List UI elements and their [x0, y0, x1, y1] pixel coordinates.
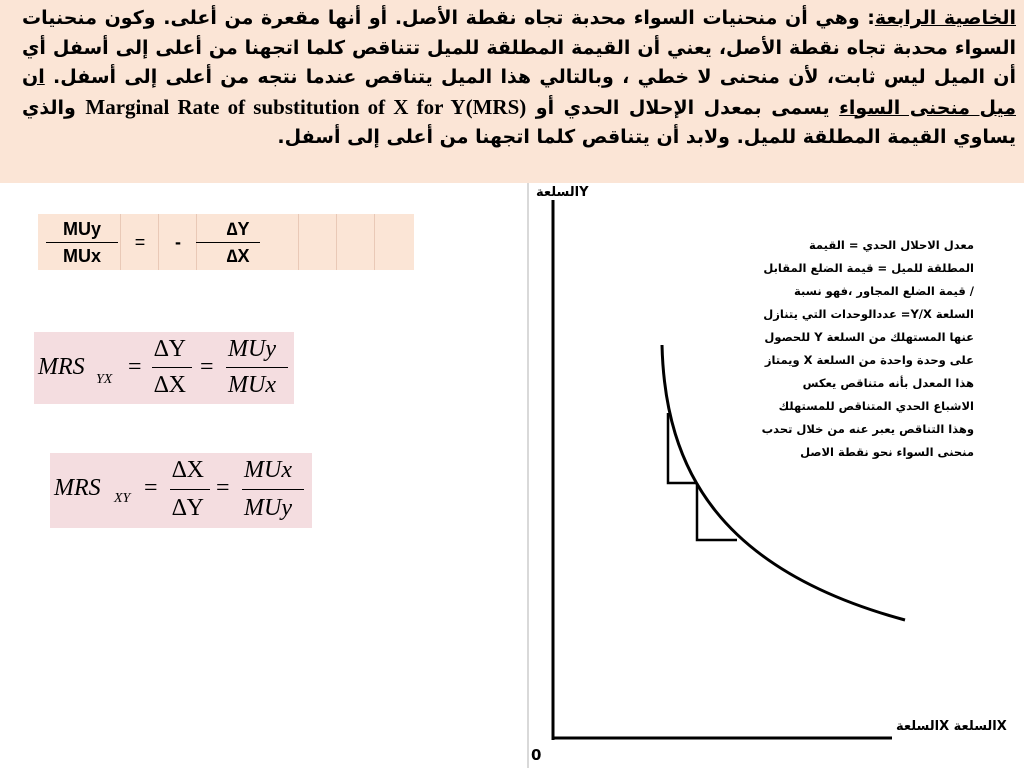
formula-xy-eq2: =	[216, 475, 230, 501]
text-banner	[0, 0, 1024, 183]
paragraph-english-term: Marginal Rate of substitution of X for Y…	[85, 94, 527, 119]
ratio-delta-bar	[196, 242, 260, 243]
formula-xy-frac1-num: ∆X	[172, 457, 205, 483]
diagram-border	[527, 183, 529, 768]
ratio-delta-denominator: ∆X	[226, 246, 250, 266]
formula-mrs-yx: MRS YX = ∆Y ∆X = MUy MUx	[34, 332, 294, 404]
formula-yx-eq2: =	[200, 354, 214, 380]
formula-xy-frac1-den: ∆Y	[172, 495, 205, 521]
formula-xy-frac2-den: MUy	[244, 495, 292, 521]
ratio-mu-denominator: MUx	[62, 246, 101, 266]
indifference-curve	[660, 344, 906, 622]
paragraph-body-1: : وهي أن منحنيات السواء محدبة تجاه نقطة …	[22, 7, 1016, 88]
formula-yx-frac2-bar	[226, 367, 288, 368]
ratio-equals: =	[134, 232, 146, 252]
formula-xy-eq1: =	[144, 475, 158, 501]
ratio-box-divider	[120, 214, 121, 270]
diagram-annotation: معدل الاحلال الحدي = القيمة المطلقة للمي…	[761, 238, 974, 459]
formula-xy-frac2-num: MUx	[244, 457, 292, 483]
formula-yx-frac1-bar	[152, 367, 192, 368]
paragraph-underline-phrase: ان ميل منحنى السواء	[22, 66, 1016, 119]
formula-xy-subscript: XY	[114, 491, 131, 506]
formula-yx-lhs: MRS	[38, 354, 85, 380]
paragraph-body-2: يسمى بمعدل الإحلال الحدي أو	[526, 96, 840, 119]
formula-yx-eq1: =	[128, 354, 142, 380]
indifference-curve-diagram	[527, 183, 1024, 768]
description-paragraph: الخاصية الرابعة: وهي أن منحنيات السواء م…	[22, 4, 1016, 153]
paragraph-body-3: والذي يساوي القيمة المطلقة للميل. ولابد …	[22, 96, 1016, 149]
ratio-mu-bar	[46, 242, 118, 243]
origin-label: 0	[531, 746, 542, 764]
formula-yx-frac1-den: ∆X	[154, 372, 187, 398]
ratio-mu-numerator: MUy	[62, 219, 101, 239]
ratio-box: MUy MUx = - ∆Y ∆X	[38, 214, 414, 270]
formula-yx-frac2-den: MUx	[228, 372, 276, 398]
ratio-delta-numerator: ∆Y	[226, 219, 250, 239]
formula-mrs-xy: MRS XY = ∆X ∆Y = MUx MUy	[50, 453, 312, 528]
formula-yx-frac1-num: ∆Y	[154, 336, 187, 362]
slope-step-upper	[666, 413, 697, 485]
y-axis-label: السلعةY	[536, 185, 589, 200]
slope-step-lower	[695, 483, 737, 542]
paragraph-heading: الخاصية الرابعة	[874, 7, 1017, 29]
formula-xy-lhs: MRS	[54, 475, 101, 501]
ratio-minus: -	[175, 232, 181, 252]
formula-yx-frac2-num: MUy	[228, 336, 276, 362]
formula-yx-subscript: YX	[96, 372, 113, 387]
ratio-box-divider	[158, 214, 159, 270]
ratio-box-divider	[298, 214, 299, 270]
ratio-box-divider	[336, 214, 337, 270]
formula-xy-frac2-bar	[242, 489, 304, 490]
ratio-box-divider	[374, 214, 375, 270]
formula-xy-frac1-bar	[170, 489, 210, 490]
x-axis-label: السلعةX السلعةX	[896, 719, 1007, 734]
